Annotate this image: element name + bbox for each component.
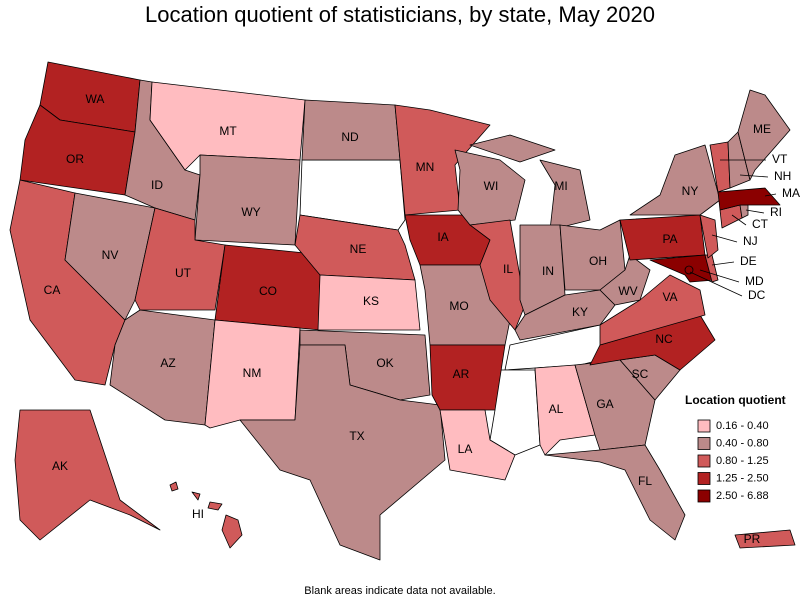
leader-line: [689, 271, 743, 297]
state: [629, 144, 721, 216]
state-label: IL: [503, 262, 513, 276]
state-label: AR: [453, 367, 470, 381]
state-label: ME: [753, 122, 771, 136]
state-label: SC: [632, 367, 649, 381]
state-label: IA: [437, 230, 448, 244]
state-label: WV: [618, 284, 637, 298]
state-label: CT: [752, 217, 769, 231]
state-label: FL: [638, 474, 652, 488]
map-title: Location quotient of statisticians, by s…: [145, 2, 655, 27]
state-label: OR: [66, 152, 84, 166]
state-label: AZ: [160, 356, 175, 370]
state-label: MO: [449, 299, 468, 313]
state-label: PR: [744, 532, 761, 546]
legend-swatch: [697, 437, 711, 450]
legend-swatch: [697, 489, 711, 503]
state-label: ID: [151, 178, 163, 192]
state: [169, 481, 243, 549]
legend-swatch: [697, 419, 711, 433]
leader-line: [731, 214, 747, 226]
state-label: AL: [549, 402, 564, 416]
state-label: NC: [655, 332, 673, 346]
state-label: MT: [219, 124, 237, 138]
state: [14, 409, 161, 541]
state: [469, 219, 526, 331]
state-label: WI: [484, 179, 499, 193]
legend-label: 0.40 - 0.80: [716, 437, 769, 449]
state-label: IN: [542, 264, 554, 278]
legend-label: 2.50 - 6.88: [716, 490, 769, 502]
state-labels: WA OR CA NV ID MT WY UT CO AZ NM ND NE KS OK TX MN IA MO AR…: [44, 92, 800, 546]
state: [64, 192, 156, 321]
leader-line: [711, 234, 738, 243]
state-label: RI: [770, 205, 782, 219]
state: [439, 409, 516, 481]
leader-line: [739, 174, 769, 178]
state: [717, 187, 781, 211]
note: Blank areas indicate data not available.: [304, 585, 495, 597]
leader-line: [764, 193, 777, 197]
state-label: NM: [243, 366, 262, 380]
state-label: MN: [416, 160, 435, 174]
legend: 0.16 - 0.40 0.40 - 0.80 0.80 - 1.25 1.25 - …: [697, 419, 769, 503]
legend-label: 1.25 - 2.50: [716, 472, 769, 484]
leader-line: [699, 269, 740, 283]
state-label: MA: [782, 186, 800, 200]
state-label: NH: [774, 169, 791, 183]
leader-line: [745, 209, 765, 214]
state: [737, 89, 791, 181]
state-label: MI: [554, 179, 567, 193]
state-label: CA: [44, 283, 61, 297]
state: [394, 104, 491, 216]
state-label: NE: [350, 242, 367, 256]
state-label: KS: [363, 294, 379, 308]
state: [469, 134, 591, 231]
state-label: VT: [772, 152, 788, 166]
state-label: LA: [458, 442, 473, 456]
state: [194, 154, 301, 246]
state-label: NV: [102, 248, 119, 262]
state: [134, 207, 226, 311]
state-label: AK: [52, 459, 68, 473]
legend-label: 0.80 - 1.25: [716, 455, 769, 467]
state: [649, 254, 716, 283]
state-label: VA: [662, 290, 677, 304]
state: [699, 214, 719, 259]
state-label: WY: [241, 205, 260, 219]
state-label: DC: [748, 288, 766, 302]
state-label: ND: [341, 130, 359, 144]
leader-line: [711, 261, 735, 266]
state-label: OK: [376, 356, 393, 370]
legend-swatch: [697, 472, 711, 485]
state: [599, 254, 651, 306]
legend-title: Location quotient: [685, 393, 786, 407]
state-label: NJ: [743, 234, 758, 248]
legend-label: 0.16 - 0.40: [716, 420, 769, 432]
state-label: WA: [86, 92, 105, 106]
state-label: TX: [349, 429, 364, 443]
state: [734, 529, 796, 549]
state-label: OH: [589, 254, 607, 268]
state: [544, 444, 686, 541]
state-label: GA: [596, 397, 613, 411]
legend-swatch: [697, 454, 711, 468]
state-label: DE: [740, 254, 757, 268]
state-label: PA: [662, 232, 677, 246]
state: [317, 274, 421, 331]
states: [9, 61, 796, 561]
state-label: MD: [745, 274, 764, 288]
state-label: HI: [192, 507, 204, 521]
state: [684, 265, 694, 275]
state: [239, 344, 446, 561]
state-label: UT: [175, 266, 192, 280]
state-label: NY: [682, 184, 699, 198]
state-label: CO: [259, 284, 277, 298]
state-label: KY: [572, 305, 588, 319]
